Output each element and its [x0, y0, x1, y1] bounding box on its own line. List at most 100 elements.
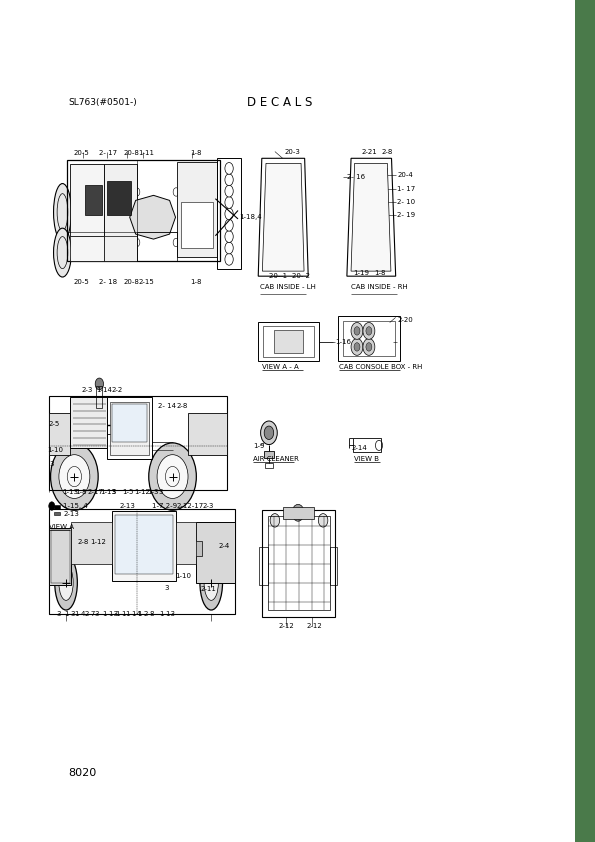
- Circle shape: [145, 207, 159, 227]
- Text: 8: 8: [150, 610, 155, 617]
- Text: 1-18,4: 1-18,4: [239, 214, 262, 221]
- Bar: [268, 246, 299, 269]
- Text: 1-4: 1-4: [74, 610, 86, 617]
- Text: 2-15: 2-15: [139, 279, 154, 285]
- Bar: [196, 522, 235, 583]
- Bar: [51, 530, 70, 583]
- Circle shape: [363, 322, 375, 339]
- Bar: [107, 397, 152, 459]
- Text: CAB INSIDE - LH: CAB INSIDE - LH: [260, 284, 316, 290]
- Text: 2-12: 2-12: [278, 622, 294, 629]
- Text: 1-8: 1-8: [76, 488, 87, 495]
- Bar: [137, 232, 177, 261]
- Circle shape: [51, 443, 98, 510]
- Text: 2-13: 2-13: [63, 510, 79, 517]
- Ellipse shape: [59, 565, 73, 600]
- Text: 2-20: 2-20: [397, 317, 413, 323]
- Text: 3: 3: [49, 461, 54, 467]
- Text: 3: 3: [159, 488, 164, 495]
- Polygon shape: [130, 195, 176, 239]
- Ellipse shape: [204, 565, 218, 600]
- Text: AIR CLEANER: AIR CLEANER: [253, 456, 299, 462]
- Text: VIEW A: VIEW A: [49, 524, 74, 530]
- Text: 1-14: 1-14: [125, 610, 141, 617]
- Bar: [217, 158, 241, 269]
- Bar: [365, 212, 379, 236]
- Circle shape: [59, 455, 90, 498]
- Text: 1-13: 1-13: [100, 488, 116, 495]
- Bar: [54, 505, 60, 509]
- Circle shape: [157, 455, 188, 498]
- Circle shape: [351, 338, 363, 355]
- Bar: [177, 162, 217, 257]
- Circle shape: [354, 343, 360, 351]
- Text: 2- 10: 2- 10: [397, 199, 415, 205]
- Circle shape: [225, 219, 233, 231]
- Text: 20-4: 20-4: [397, 172, 413, 179]
- Bar: [96, 386, 102, 408]
- Text: 1-13: 1-13: [159, 610, 175, 617]
- Text: 1-9: 1-9: [253, 443, 265, 450]
- Bar: [49, 528, 71, 585]
- Polygon shape: [262, 163, 304, 271]
- Circle shape: [292, 504, 304, 521]
- Circle shape: [284, 335, 293, 349]
- Text: 2-21: 2-21: [361, 148, 377, 155]
- Bar: [70, 397, 107, 448]
- Text: 1-12: 1-12: [90, 539, 107, 546]
- Text: D E C A L S: D E C A L S: [247, 96, 312, 109]
- Text: 2- 16: 2- 16: [347, 173, 365, 180]
- Bar: [343, 321, 395, 356]
- Text: 2-17: 2-17: [87, 488, 104, 495]
- Text: 20-8: 20-8: [123, 279, 139, 285]
- Text: SL763(#0501-): SL763(#0501-): [68, 99, 137, 107]
- Bar: [263, 326, 314, 357]
- Circle shape: [149, 212, 156, 222]
- Text: 1-7 2-9: 1-7 2-9: [152, 503, 177, 509]
- Text: 2- 18: 2- 18: [99, 279, 117, 285]
- Text: 2- 14: 2- 14: [158, 402, 176, 409]
- Bar: [274, 330, 303, 353]
- Text: 20-5: 20-5: [73, 279, 89, 285]
- Text: 1-5: 1-5: [122, 488, 133, 495]
- Text: 1-12: 1-12: [134, 488, 150, 495]
- Bar: [259, 547, 268, 585]
- Text: 2-4: 2-4: [219, 542, 230, 549]
- Bar: [353, 438, 381, 452]
- Text: 1-19: 1-19: [353, 269, 369, 276]
- Text: 8020: 8020: [68, 768, 96, 778]
- Bar: [70, 164, 104, 236]
- Text: 2-2: 2-2: [111, 386, 123, 393]
- Text: 2- 19: 2- 19: [397, 211, 415, 218]
- Circle shape: [149, 443, 196, 510]
- Text: 20- 2: 20- 2: [292, 273, 309, 280]
- Text: 1-10: 1-10: [175, 573, 191, 579]
- Circle shape: [366, 327, 372, 335]
- Text: CAB INSIDE - RH: CAB INSIDE - RH: [351, 284, 408, 290]
- Circle shape: [225, 174, 233, 186]
- Bar: [176, 522, 196, 564]
- Bar: [283, 507, 314, 519]
- Bar: [107, 181, 131, 215]
- Text: 2-8: 2-8: [77, 539, 89, 546]
- Bar: [112, 404, 147, 442]
- Text: 1-3: 1-3: [147, 488, 158, 495]
- Circle shape: [225, 208, 233, 220]
- Bar: [54, 512, 60, 515]
- Bar: [49, 396, 227, 490]
- Bar: [180, 541, 202, 556]
- Circle shape: [225, 242, 233, 253]
- Text: 2-8: 2-8: [176, 402, 187, 409]
- Text: 20- 1: 20- 1: [269, 273, 287, 280]
- Bar: [115, 515, 173, 574]
- Text: 20-8: 20-8: [123, 150, 139, 157]
- Text: 2-8: 2-8: [381, 148, 393, 155]
- Ellipse shape: [54, 228, 71, 277]
- Text: 1-2: 1-2: [137, 610, 149, 617]
- Bar: [85, 185, 102, 215]
- Circle shape: [225, 185, 233, 197]
- Text: 2-14: 2-14: [351, 445, 367, 451]
- Text: 1-8: 1-8: [190, 150, 202, 157]
- Bar: [278, 212, 292, 232]
- Circle shape: [363, 338, 375, 355]
